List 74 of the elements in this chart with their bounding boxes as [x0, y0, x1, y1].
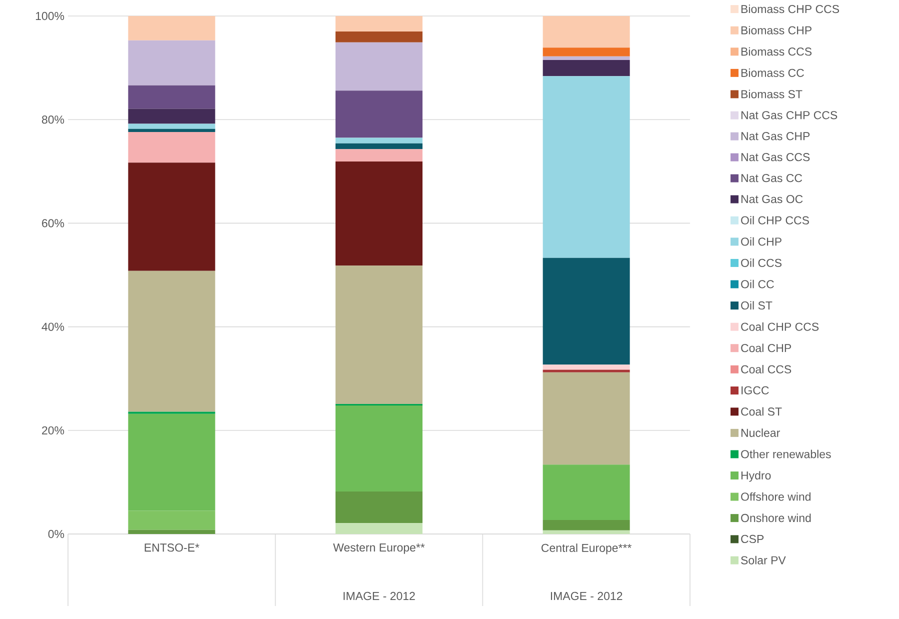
y-tick-label: 80%: [42, 116, 64, 124]
bar: [542, 520, 630, 530]
bar: [128, 414, 216, 511]
legend-label: Coal CCS: [741, 364, 792, 374]
legend-label: Biomass CCS: [741, 47, 812, 56]
bar: [128, 16, 216, 40]
bar: [128, 510, 216, 530]
bar: [336, 266, 423, 404]
bar: [542, 364, 630, 370]
legend-label: Onshore wind: [741, 514, 811, 522]
bar: [128, 162, 216, 271]
bar: [542, 464, 630, 520]
bar: [336, 16, 423, 32]
text: IMAGE - 2012: [344, 592, 415, 600]
bar: [336, 406, 423, 492]
x-tick-label: Central Europe***: [542, 544, 632, 554]
legend-label: Biomass ST: [741, 90, 802, 98]
legend-label: Oil CHP CCS: [741, 216, 809, 224]
legend-label: Nat Gas CHP: [741, 132, 810, 140]
legend-label: Coal ST: [741, 407, 782, 416]
legend-label: Nat Gas CCS: [741, 153, 810, 162]
bar: [542, 16, 630, 48]
y-tick-label: 60%: [42, 219, 64, 228]
bar: [542, 258, 630, 365]
bar: [336, 32, 423, 42]
bar: [542, 370, 630, 372]
legend-label: Nat Gas OC: [741, 195, 803, 204]
legend-label: Other renewables: [741, 450, 831, 458]
legend-label: Biomass CHP: [741, 26, 812, 34]
bar: [542, 76, 630, 258]
text: IMAGE - 2012: [550, 592, 622, 600]
legend-label: Nat Gas CHP CCS: [741, 111, 838, 120]
bar: [128, 128, 216, 132]
bar: [542, 56, 630, 60]
legend-label: Coal CHP CCS: [741, 322, 819, 331]
legend-label: Oil ST: [741, 301, 772, 310]
y-tick-label: 20%: [42, 426, 64, 434]
bar: [336, 143, 423, 150]
y-tick-label: 40%: [42, 322, 64, 331]
legend-label: Hydro: [741, 471, 771, 482]
y-tick-label: 0%: [48, 530, 64, 538]
legend-label: CSP: [741, 534, 764, 544]
legend-label: Oil CCS: [741, 258, 782, 267]
bar: [336, 149, 423, 162]
legend-label: Oil CC: [741, 280, 774, 288]
bar: [542, 530, 630, 534]
bar: [542, 372, 630, 465]
legend-label: Solar PV: [741, 556, 786, 564]
bar: [336, 162, 423, 266]
bar: [128, 108, 216, 124]
bar: [128, 270, 216, 412]
x-tick-label: Western Europe**: [333, 544, 425, 554]
bar: [336, 523, 423, 534]
legend-label: IGCC: [742, 386, 769, 394]
bar: [336, 42, 423, 91]
legend-label: Oil CHP: [741, 237, 782, 246]
bar: [542, 60, 630, 76]
x-tick-label: ENTSO-E*: [144, 544, 200, 552]
bar: [128, 40, 216, 86]
y-tick-label: 100%: [36, 12, 64, 20]
bar: [336, 90, 423, 138]
legend-label: Nat Gas CC: [741, 174, 802, 182]
legend-label: Coal CHP: [741, 344, 792, 352]
bar: [128, 85, 216, 109]
legend-label: Nuclear: [741, 428, 780, 437]
legend-label: Biomass CHP CCS: [741, 4, 840, 14]
bar: [128, 124, 216, 129]
legend-label: Biomass CC: [741, 68, 804, 77]
legend-label: Offshore wind: [741, 492, 810, 501]
bar: [542, 48, 630, 56]
bar: [128, 530, 216, 534]
bar: [336, 492, 423, 524]
bar: [336, 138, 423, 144]
bar: [128, 132, 216, 163]
